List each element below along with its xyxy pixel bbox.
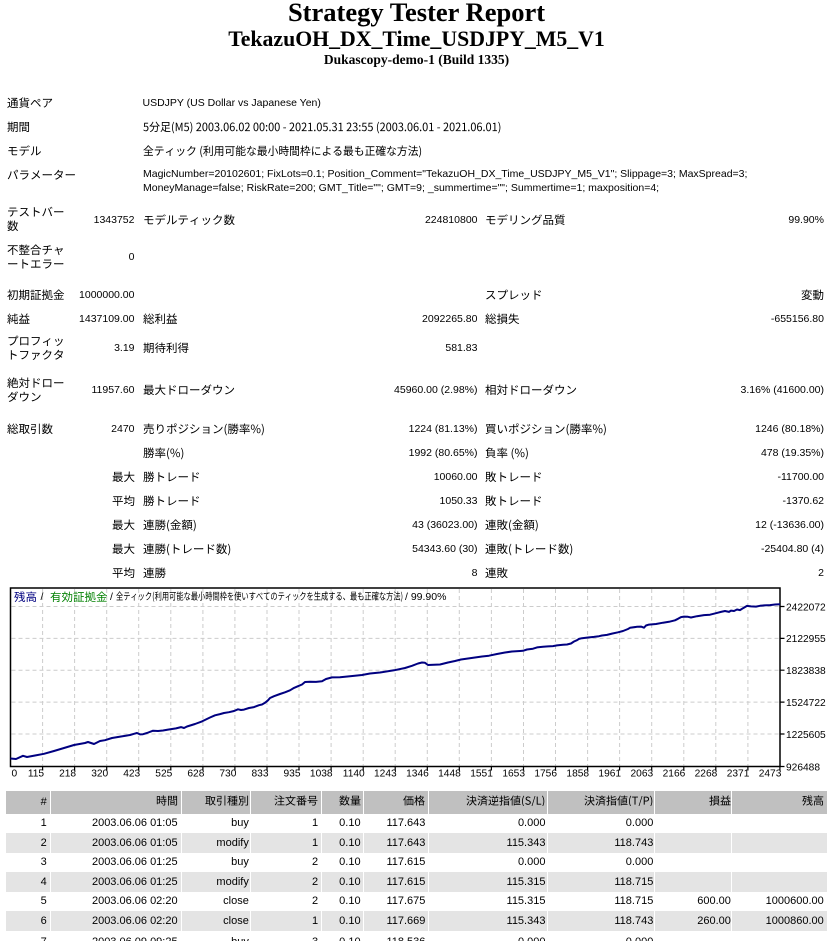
svg-text:1858: 1858 — [566, 769, 589, 780]
svg-text:1756: 1756 — [534, 769, 557, 780]
svg-text:423: 423 — [123, 769, 140, 780]
svg-text:833: 833 — [252, 769, 269, 780]
svg-text:1823838: 1823838 — [786, 666, 826, 677]
svg-text:1346: 1346 — [406, 769, 429, 780]
svg-text:115: 115 — [28, 769, 45, 780]
svg-text:1448: 1448 — [438, 769, 461, 780]
svg-text:628: 628 — [187, 769, 204, 780]
svg-text:730: 730 — [219, 769, 236, 780]
svg-text:1961: 1961 — [598, 769, 621, 780]
svg-text:2422072: 2422072 — [786, 602, 826, 613]
svg-text:2371: 2371 — [727, 769, 750, 780]
svg-text:2063: 2063 — [631, 769, 654, 780]
svg-text:2268: 2268 — [695, 769, 718, 780]
svg-text:320: 320 — [91, 769, 108, 780]
svg-text:1140: 1140 — [343, 769, 365, 780]
svg-text:1524722: 1524722 — [786, 698, 826, 709]
svg-text:1243: 1243 — [374, 769, 397, 780]
svg-text:2473: 2473 — [759, 769, 782, 780]
svg-text:926488: 926488 — [786, 762, 820, 773]
svg-text:2122955: 2122955 — [786, 634, 826, 645]
svg-text:525: 525 — [155, 769, 172, 780]
svg-text:1551: 1551 — [470, 769, 493, 780]
svg-text:1038: 1038 — [310, 769, 333, 780]
svg-text:1653: 1653 — [502, 769, 525, 780]
svg-text:935: 935 — [284, 769, 301, 780]
svg-text:0: 0 — [12, 769, 18, 780]
svg-text:1225605: 1225605 — [786, 730, 826, 741]
svg-text:2166: 2166 — [663, 769, 686, 780]
svg-text:218: 218 — [59, 769, 76, 780]
